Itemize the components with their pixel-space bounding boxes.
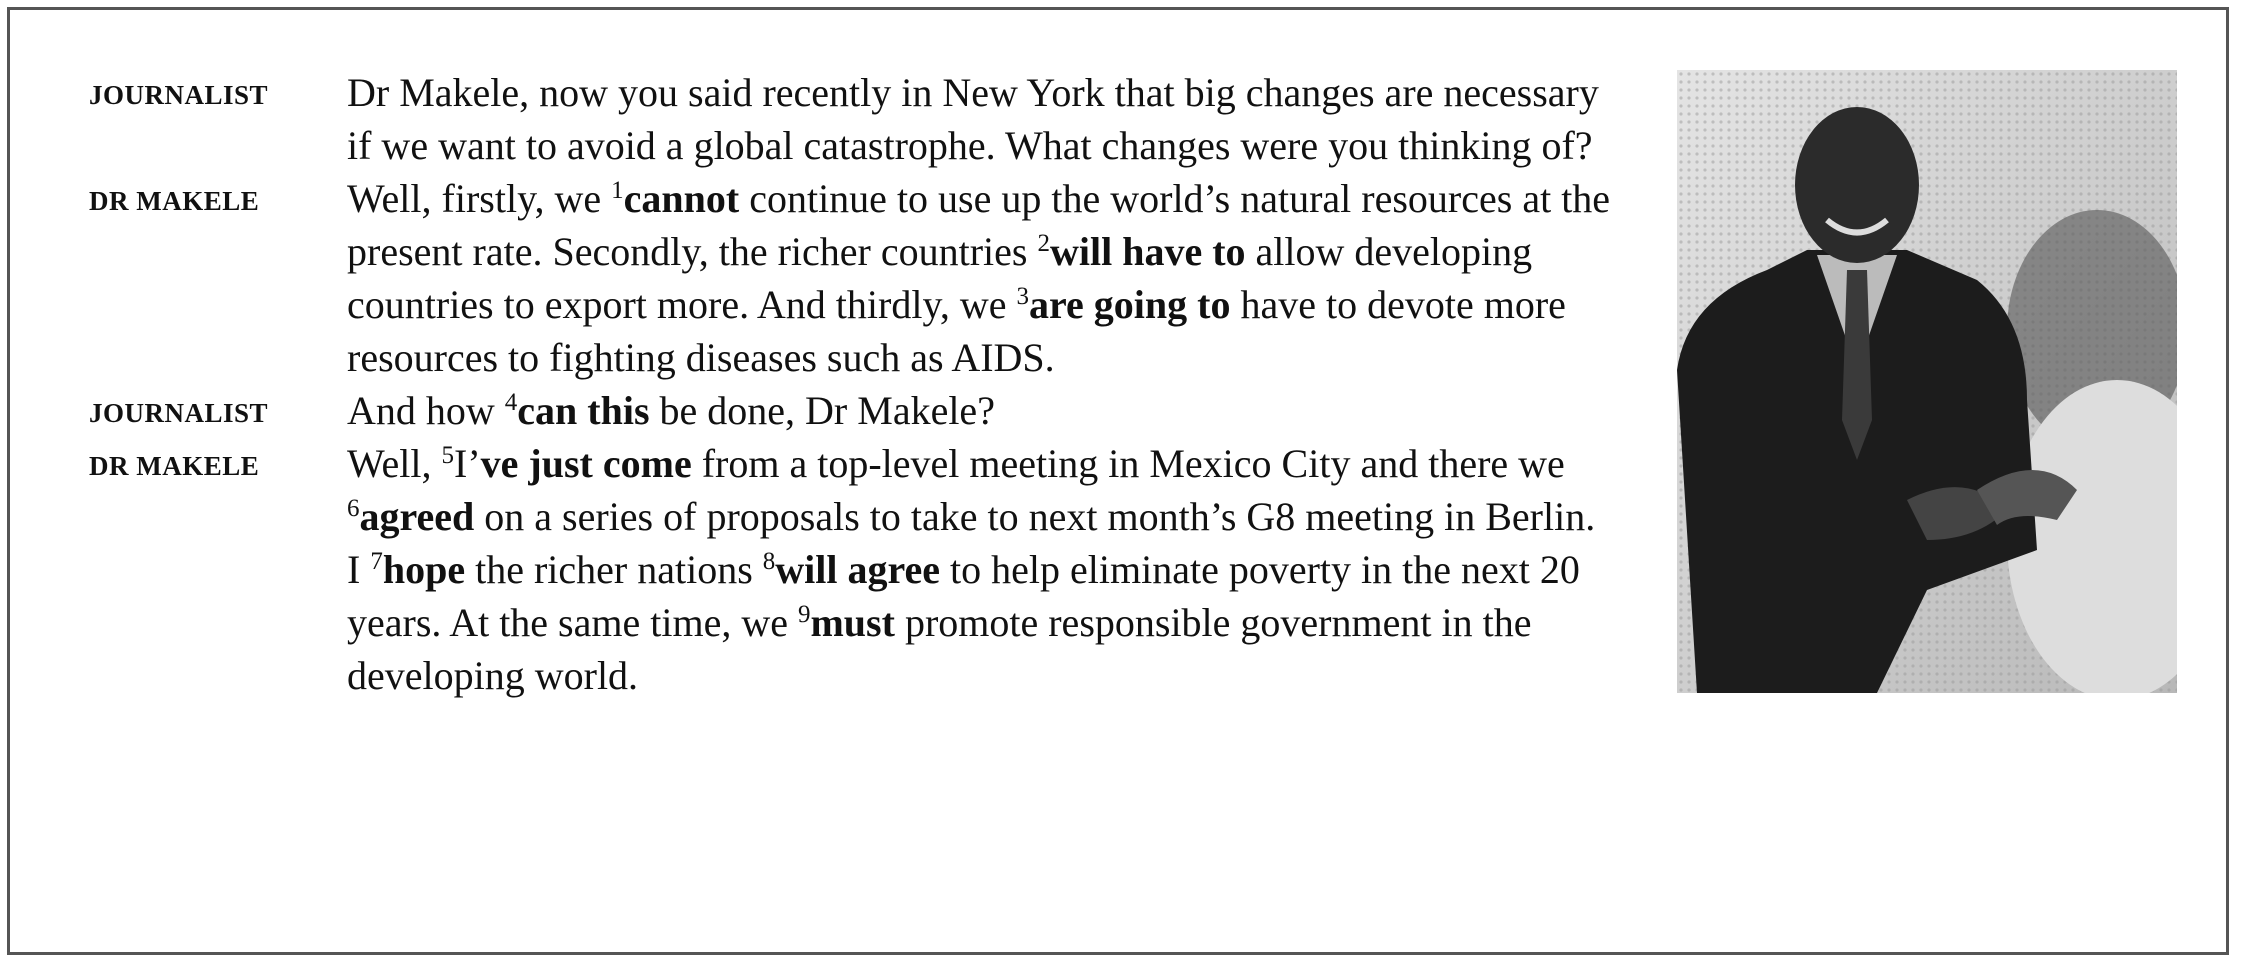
text: Well, firstly, we bbox=[347, 176, 611, 221]
turn: DR MAKELE Well, firstly, we 1cannot conti… bbox=[89, 172, 2189, 384]
speaker: DR MAKELE bbox=[89, 440, 259, 493]
utterance: And how 4can this be done, Dr Makele? bbox=[347, 388, 995, 433]
dialogue: JOURNALIST Dr Makele, now you said recent… bbox=[89, 66, 2189, 702]
highlighted-phrase: can this bbox=[517, 388, 649, 433]
text: the richer nations bbox=[465, 547, 763, 592]
highlighted-phrase: hope bbox=[383, 547, 465, 592]
text: I’ bbox=[454, 441, 481, 486]
highlighted-phrase: will have to bbox=[1050, 229, 1246, 274]
text: Well, bbox=[347, 441, 442, 486]
speaker: DR MAKELE bbox=[89, 175, 259, 228]
highlighted-phrase: ve just come bbox=[481, 441, 692, 486]
turn: DR MAKELE Well, 5I’ve just come from a to… bbox=[89, 437, 2189, 702]
highlighted-phrase: cannot bbox=[624, 176, 740, 221]
highlighted-phrase: will agree bbox=[775, 547, 940, 592]
highlighted-phrase: agreed bbox=[360, 494, 475, 539]
reference-number: 5 bbox=[442, 442, 455, 469]
reference-number: 3 bbox=[1017, 283, 1030, 310]
reference-number: 2 bbox=[1037, 230, 1050, 257]
utterance: Dr Makele, now you said recently in New … bbox=[347, 70, 1599, 168]
text: from a top-level meeting in Mexico City … bbox=[692, 441, 1565, 486]
utterance: Well, 5I’ve just come from a top-level m… bbox=[347, 441, 1595, 698]
highlighted-phrase: are going to bbox=[1029, 282, 1230, 327]
reference-number: 6 bbox=[347, 495, 360, 522]
utterance: Well, firstly, we 1cannot continue to us… bbox=[347, 176, 1610, 380]
speaker: JOURNALIST bbox=[89, 387, 268, 440]
reference-number: 7 bbox=[370, 548, 383, 575]
text: Dr Makele, now you said recently in New … bbox=[347, 70, 1599, 168]
text: And how bbox=[347, 388, 505, 433]
reference-number: 8 bbox=[763, 548, 776, 575]
reference-number: 9 bbox=[798, 601, 811, 628]
turn: JOURNALIST Dr Makele, now you said recent… bbox=[89, 66, 2189, 172]
speaker: JOURNALIST bbox=[89, 69, 268, 122]
highlighted-phrase: must bbox=[810, 600, 894, 645]
turn: JOURNALIST And how 4can this be done, Dr … bbox=[89, 384, 2189, 437]
page: JOURNALIST Dr Makele, now you said recent… bbox=[0, 0, 2243, 966]
reference-number: 4 bbox=[505, 389, 518, 416]
text: be done, Dr Makele? bbox=[650, 388, 995, 433]
reference-number: 1 bbox=[611, 177, 624, 204]
